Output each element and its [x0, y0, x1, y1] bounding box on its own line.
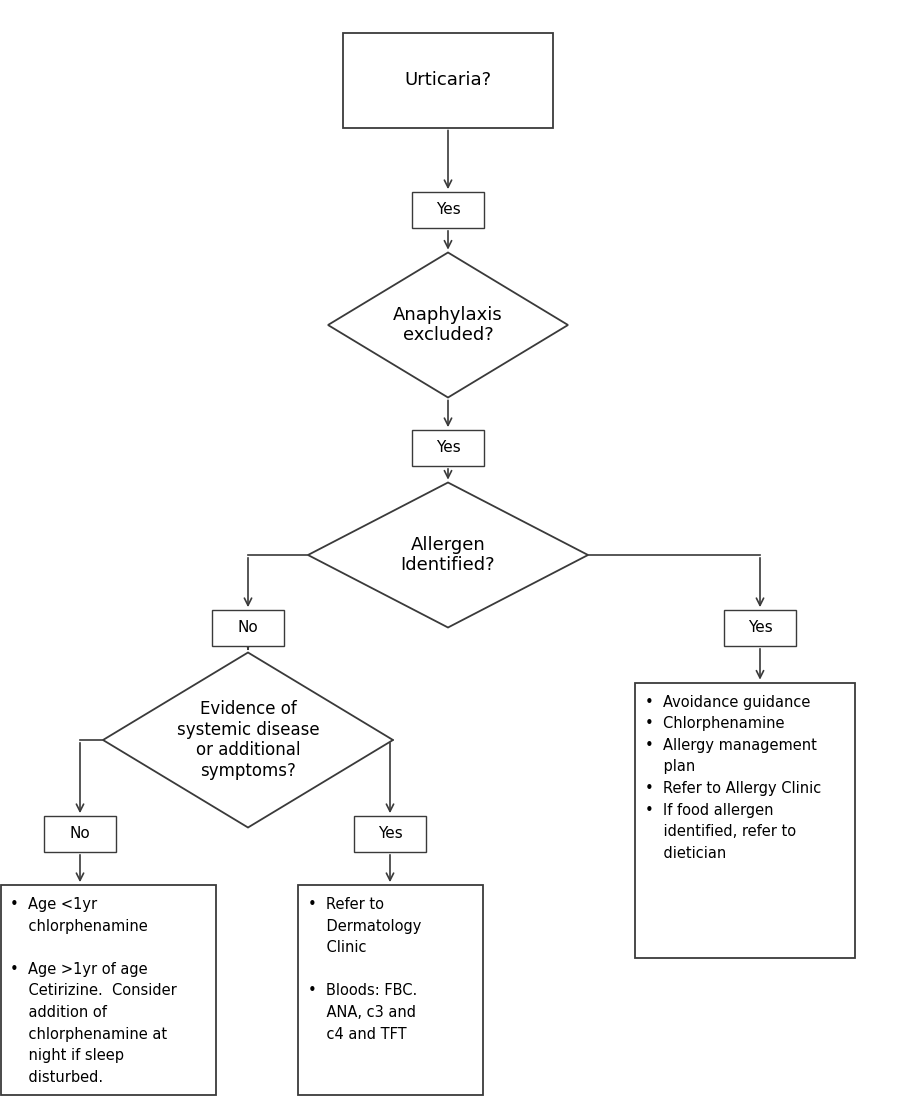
FancyBboxPatch shape — [724, 611, 796, 646]
Polygon shape — [308, 482, 588, 627]
FancyBboxPatch shape — [412, 430, 484, 466]
Text: •  Avoidance guidance
•  Chlorphenamine
•  Allergy management
    plan
•  Refer : • Avoidance guidance • Chlorphenamine • … — [645, 695, 822, 861]
Text: Yes: Yes — [747, 620, 772, 636]
Text: •  Age <1yr
    chlorphenamine

•  Age >1yr of age
    Cetirizine.  Consider
   : • Age <1yr chlorphenamine • Age >1yr of … — [11, 897, 178, 1085]
FancyBboxPatch shape — [44, 815, 116, 852]
Text: No: No — [238, 620, 258, 636]
FancyBboxPatch shape — [343, 32, 553, 127]
FancyBboxPatch shape — [298, 885, 483, 1095]
FancyBboxPatch shape — [412, 192, 484, 228]
FancyBboxPatch shape — [635, 683, 855, 957]
Text: •  Refer to
    Dermatology
    Clinic

•  Bloods: FBC.
    ANA, c3 and
    c4 a: • Refer to Dermatology Clinic • Bloods: … — [308, 897, 421, 1042]
FancyBboxPatch shape — [1, 885, 215, 1095]
Text: Yes: Yes — [436, 441, 460, 455]
Polygon shape — [328, 253, 568, 398]
Text: Yes: Yes — [378, 827, 403, 841]
Text: No: No — [70, 827, 91, 841]
FancyBboxPatch shape — [212, 611, 284, 646]
Text: Allergen
Identified?: Allergen Identified? — [401, 535, 495, 574]
Polygon shape — [103, 653, 393, 828]
FancyBboxPatch shape — [354, 815, 426, 852]
Text: Evidence of
systemic disease
or additional
symptoms?: Evidence of systemic disease or addition… — [177, 700, 319, 780]
Text: Urticaria?: Urticaria? — [405, 71, 492, 89]
Text: Anaphylaxis
excluded?: Anaphylaxis excluded? — [393, 306, 503, 345]
Text: Yes: Yes — [436, 203, 460, 217]
